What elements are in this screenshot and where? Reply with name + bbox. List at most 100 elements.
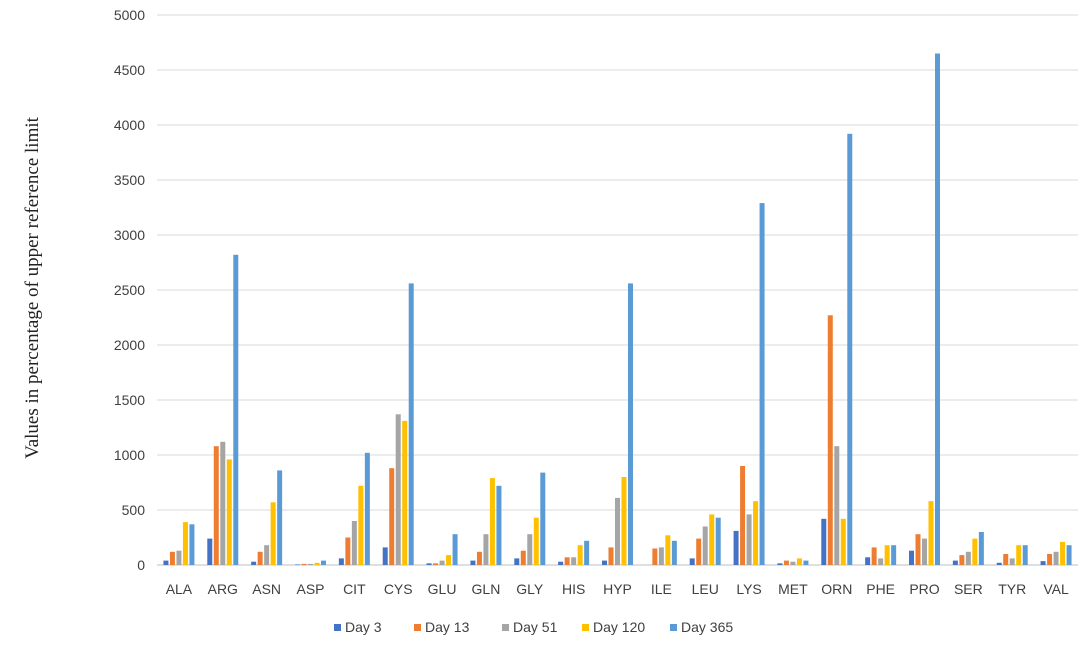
- x-tick-label: ARG: [208, 581, 238, 597]
- bar: [696, 538, 702, 565]
- bar: [1053, 551, 1059, 565]
- bar: [847, 133, 853, 566]
- bar: [182, 522, 188, 565]
- bar: [978, 532, 984, 565]
- bar: [213, 446, 219, 565]
- bar: [533, 517, 539, 565]
- bar: [345, 537, 351, 565]
- x-tick-label: CYS: [384, 581, 413, 597]
- bar: [871, 547, 877, 565]
- x-tick-label: ALA: [166, 581, 193, 597]
- legend-label: Day 120: [593, 619, 645, 635]
- bar: [783, 560, 789, 565]
- y-tick-label: 5000: [114, 7, 145, 23]
- bar: [996, 562, 1002, 565]
- x-tick-label: TYR: [998, 581, 1026, 597]
- bar: [233, 254, 239, 566]
- bar: [395, 414, 401, 565]
- y-tick-label: 500: [122, 502, 146, 518]
- bar: [577, 545, 583, 565]
- bar: [470, 560, 476, 565]
- bar: [402, 420, 408, 565]
- legend-swatch: [670, 624, 677, 631]
- x-tick-label: LYS: [736, 581, 761, 597]
- bar: [884, 545, 890, 565]
- legend-label: Day 365: [681, 619, 733, 635]
- legend-label: Day 13: [425, 619, 470, 635]
- bar: [746, 514, 752, 565]
- bar: [965, 551, 971, 565]
- bar: [615, 497, 620, 565]
- bar: [558, 561, 564, 565]
- bar: [891, 545, 897, 565]
- bar: [321, 560, 326, 565]
- bar: [584, 540, 590, 565]
- y-tick-label: 4500: [114, 62, 145, 78]
- x-tick-label: PHE: [866, 581, 895, 597]
- bar: [1009, 558, 1015, 565]
- bar: [665, 535, 671, 565]
- x-tick-label: ORN: [821, 581, 852, 597]
- bar: [452, 534, 458, 565]
- bar: [496, 485, 502, 565]
- bar: [169, 551, 175, 565]
- bar: [608, 547, 614, 565]
- bar: [827, 315, 833, 565]
- bar: [301, 563, 307, 565]
- bar: [564, 557, 570, 565]
- bar: [928, 501, 934, 565]
- bar: [865, 557, 871, 565]
- x-tick-label: SER: [954, 581, 983, 597]
- bar: [959, 555, 965, 565]
- x-tick-label: CIT: [343, 581, 366, 597]
- x-tick-label: HIS: [562, 581, 585, 597]
- bar: [308, 563, 313, 565]
- bar: [446, 555, 452, 565]
- bars: [163, 53, 1072, 566]
- y-axis-ticks: 0 500 1000 1500 2000 2500 3000 3500 4000 4500 5000: [114, 7, 145, 573]
- bar: [753, 501, 759, 565]
- bar: [972, 538, 978, 565]
- bar: [207, 538, 213, 565]
- bar: [358, 485, 364, 565]
- legend-label: Day 3: [345, 619, 382, 635]
- y-tick-label: 2500: [114, 282, 145, 298]
- bar: [226, 459, 232, 565]
- y-tick-label: 3000: [114, 227, 145, 243]
- bar: [1003, 554, 1009, 565]
- bar: [251, 561, 257, 565]
- bar: [628, 283, 633, 565]
- bar: [364, 452, 370, 565]
- legend-swatch: [334, 624, 341, 631]
- bar: [878, 558, 884, 565]
- bar: [489, 478, 495, 565]
- bar: [520, 550, 526, 565]
- bar: [1047, 554, 1053, 565]
- gridlines: [157, 14, 1078, 566]
- x-tick-label: HYP: [603, 581, 632, 597]
- bar: [439, 560, 445, 565]
- bar: [189, 524, 195, 565]
- bar: [433, 563, 439, 565]
- y-tick-label: 4000: [114, 117, 145, 133]
- bar: [426, 563, 432, 565]
- bar: [527, 534, 533, 565]
- y-tick-label: 1000: [114, 447, 145, 463]
- bar: [257, 551, 263, 565]
- bar: [935, 53, 940, 565]
- bar: [834, 446, 840, 565]
- bar: [909, 550, 914, 565]
- legend-label: Day 51: [513, 619, 558, 635]
- y-tick-label: 0: [137, 557, 145, 573]
- y-tick-label: 3500: [114, 172, 145, 188]
- bar: [740, 466, 746, 565]
- bar: [952, 560, 958, 565]
- bar: [759, 203, 765, 565]
- legend-swatch: [582, 624, 589, 631]
- bar: [514, 558, 520, 565]
- bar: [351, 521, 357, 565]
- bar: [163, 560, 169, 565]
- bar: [709, 514, 715, 565]
- bar: [277, 470, 283, 565]
